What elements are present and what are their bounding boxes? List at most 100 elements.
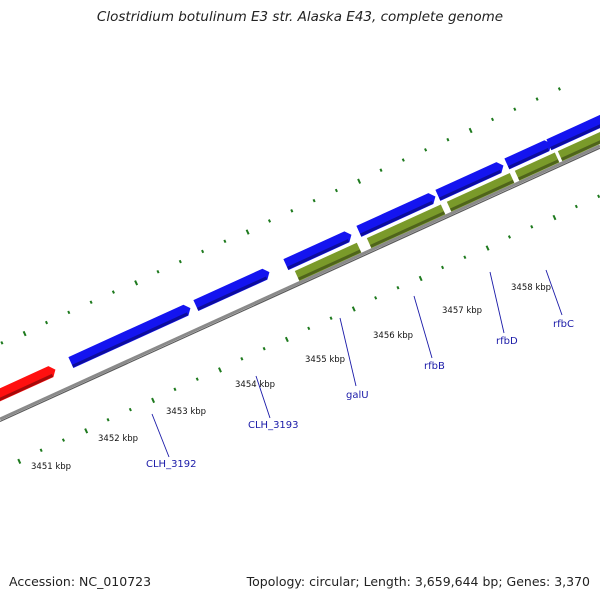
gene-olive-2 xyxy=(366,204,446,249)
gene-olive-1-shade xyxy=(297,249,362,281)
inner-tick xyxy=(284,336,289,343)
backbone-line xyxy=(0,144,600,421)
gene-olive-1 xyxy=(294,242,362,281)
outer-tick xyxy=(156,269,160,274)
inner-tick xyxy=(262,346,266,351)
gene-cds-4-shade xyxy=(359,200,434,237)
inner-tick xyxy=(195,377,199,381)
outer-tick xyxy=(513,107,517,112)
inner-tick xyxy=(218,367,222,373)
gene-cds-7-shade xyxy=(549,124,600,150)
outer-tick xyxy=(178,259,182,264)
gene-olive-4 xyxy=(514,152,560,181)
genome-summary-text: Topology: circular; Length: 3,659,644 bp… xyxy=(246,574,590,589)
inner-tick xyxy=(374,296,378,300)
gene-cds-6 xyxy=(504,140,552,170)
outer-tick xyxy=(379,168,383,172)
map-title: Clostridium botulinum E3 str. Alaska E43… xyxy=(96,9,504,25)
outer-tick xyxy=(134,280,139,286)
inner-tick xyxy=(574,204,578,209)
inner-tick xyxy=(507,235,511,239)
gene-olive-3 xyxy=(446,173,515,212)
outer-tick xyxy=(44,320,49,325)
outer-tick xyxy=(468,127,473,134)
scale-tick-label: 3456 kbp xyxy=(373,331,413,341)
backbone-shadow xyxy=(0,147,600,423)
scale-tick-label: 3454 kbp xyxy=(235,380,275,390)
gene-cds-1-shade xyxy=(71,312,189,368)
gene-olive-2-shade xyxy=(369,211,446,248)
scale-tick-label: 3451 kbp xyxy=(31,462,71,472)
gene-label: CLH_3193 xyxy=(248,420,299,431)
gene-leader-line xyxy=(489,271,505,334)
outer-tick xyxy=(312,198,316,203)
inner-tick xyxy=(106,417,110,422)
outer-tick xyxy=(89,300,93,305)
outer-tick xyxy=(557,87,561,91)
inner-tick xyxy=(151,397,156,404)
inner-tick xyxy=(128,407,132,412)
outer-tick xyxy=(67,310,71,315)
inner-tick xyxy=(173,387,177,392)
gene-cds-2 xyxy=(193,268,270,312)
inner-tick xyxy=(307,326,311,331)
inner-tick xyxy=(329,316,333,320)
gene-leader-line xyxy=(151,413,170,458)
inner-tick xyxy=(61,438,65,442)
gene-cds-4 xyxy=(356,193,436,237)
scale-tick-label: 3452 kbp xyxy=(98,434,138,444)
gene-leader-line xyxy=(413,295,433,359)
outer-tick xyxy=(334,188,338,193)
scale-tick-label: 3455 kbp xyxy=(305,355,345,365)
outer-tick xyxy=(111,290,115,294)
inner-tick xyxy=(418,275,423,282)
inner-tick xyxy=(396,285,400,290)
outer-tick xyxy=(267,219,272,223)
inner-tick xyxy=(530,225,534,229)
gene-label: rfbB xyxy=(424,361,445,372)
scale-tick-label: 3457 kbp xyxy=(442,306,482,316)
inner-tick xyxy=(17,458,22,465)
gene-label: galU xyxy=(346,390,369,401)
gene-leader-line xyxy=(545,269,563,316)
gene-cds-7 xyxy=(546,114,600,151)
gene-highlight-red xyxy=(0,366,56,402)
gene-cds-5-shade xyxy=(438,169,502,201)
gene-cds-3-shade xyxy=(286,239,350,270)
gene-cds-6-shade xyxy=(507,147,550,169)
outer-tick xyxy=(535,97,539,101)
gene-olive-5-shade xyxy=(560,140,600,161)
gene-highlight-red-shade xyxy=(0,373,54,401)
gene-label: rfbD xyxy=(496,336,518,347)
inner-tick xyxy=(463,255,467,260)
outer-tick xyxy=(245,229,250,235)
inner-tick xyxy=(39,448,43,453)
accession-text: Accession: NC_010723 xyxy=(9,574,152,589)
scale-tick-label: 3458 kbp xyxy=(511,283,551,293)
gene-cds-1 xyxy=(68,304,191,368)
outer-tick xyxy=(22,330,27,337)
gene-olive-3-shade xyxy=(449,179,515,212)
gene-olive-4-shade xyxy=(517,159,560,181)
gene-cds-5 xyxy=(435,162,504,201)
outer-tick xyxy=(0,341,4,345)
outer-tick xyxy=(357,178,362,184)
inner-tick xyxy=(597,194,600,199)
outer-tick xyxy=(401,158,405,162)
inner-tick xyxy=(84,428,89,434)
gene-olive-5 xyxy=(557,131,600,162)
inner-tick xyxy=(240,357,244,361)
gene-cds-2-shade xyxy=(196,276,268,311)
gene-leader-line xyxy=(339,317,357,387)
gene-label: CLH_3192 xyxy=(146,459,197,470)
gene-leader-line xyxy=(255,375,271,419)
inner-tick xyxy=(441,265,445,270)
scale-tick-label: 3453 kbp xyxy=(166,407,206,417)
outer-tick xyxy=(490,117,495,122)
outer-tick xyxy=(424,148,428,152)
inner-tick xyxy=(552,214,557,221)
gene-label: rfbC xyxy=(553,319,574,330)
outer-tick xyxy=(290,209,294,213)
outer-tick xyxy=(446,137,450,142)
